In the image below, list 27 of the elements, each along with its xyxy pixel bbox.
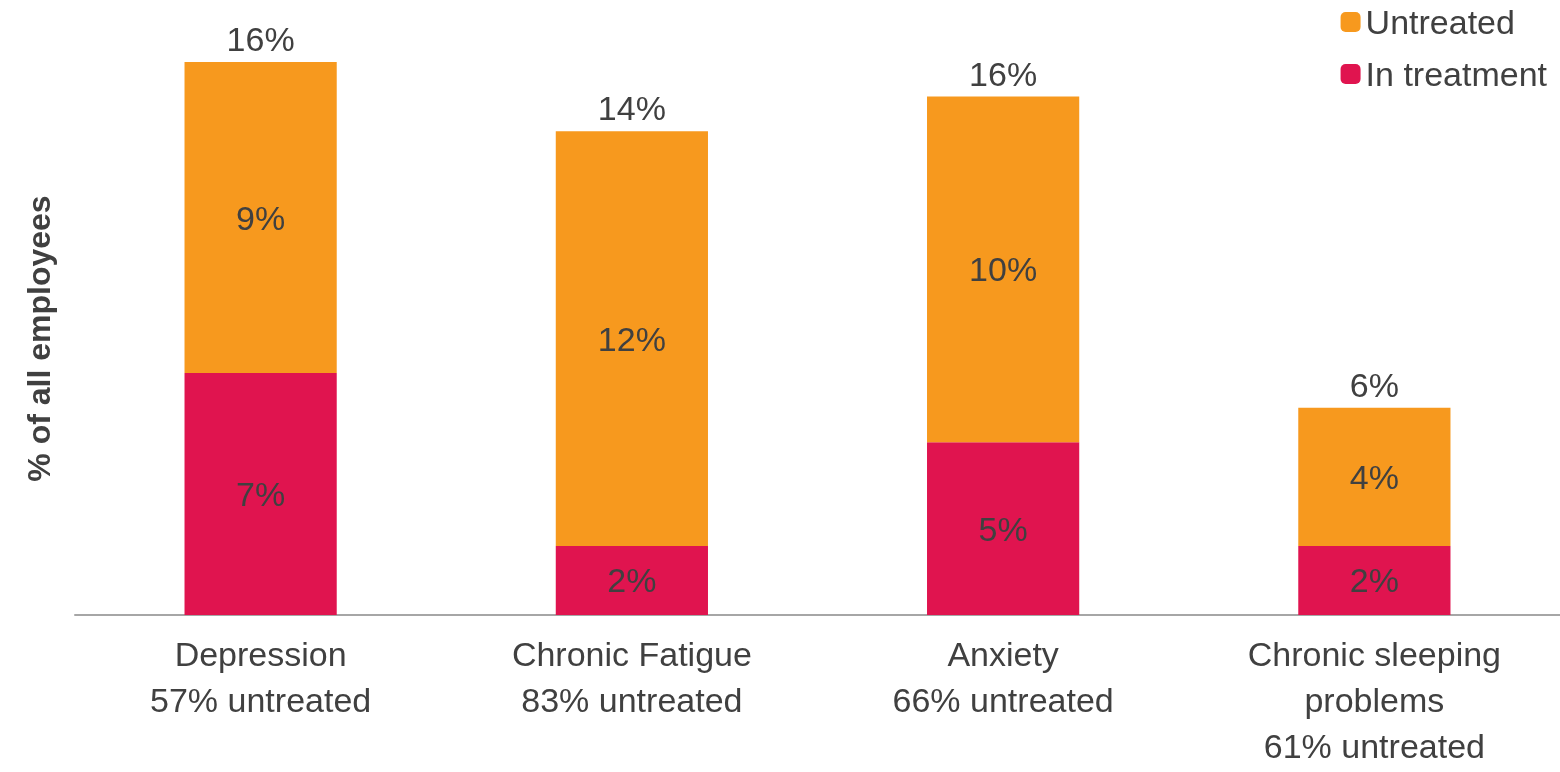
x-tick-label: Depression 57% untreated xyxy=(150,635,372,719)
data-label: 2% xyxy=(1349,561,1399,600)
total-label: 6% xyxy=(1349,365,1399,404)
data-label: 10% xyxy=(969,250,1038,289)
bar xyxy=(184,62,337,374)
bar xyxy=(1298,545,1451,615)
y-axis-title: % of all employees xyxy=(21,195,57,482)
data-label: 5% xyxy=(978,509,1028,548)
bar xyxy=(927,442,1080,615)
total-label: 16% xyxy=(969,54,1038,93)
x-tick-label: Anxiety 66% untreated xyxy=(892,635,1114,719)
x-tick-label: Chronic Fatigue 83% untreated xyxy=(511,635,752,719)
data-label: 4% xyxy=(1349,457,1399,496)
data-label: 9% xyxy=(236,198,286,237)
total-label: 16% xyxy=(226,20,295,58)
bar xyxy=(927,96,1080,443)
legend-label: Untreated xyxy=(1365,3,1515,41)
bar xyxy=(184,373,337,615)
bar xyxy=(1298,407,1451,546)
data-label: 7% xyxy=(236,475,286,514)
legend-label: In treatment xyxy=(1365,55,1548,93)
bar xyxy=(555,131,708,546)
x-tick-label: Chronic sleeping problems 61% untreated xyxy=(1247,635,1502,765)
total-label: 14% xyxy=(597,89,666,128)
bar xyxy=(555,545,708,615)
data-label: 12% xyxy=(597,319,666,358)
data-label: 2% xyxy=(607,561,657,600)
